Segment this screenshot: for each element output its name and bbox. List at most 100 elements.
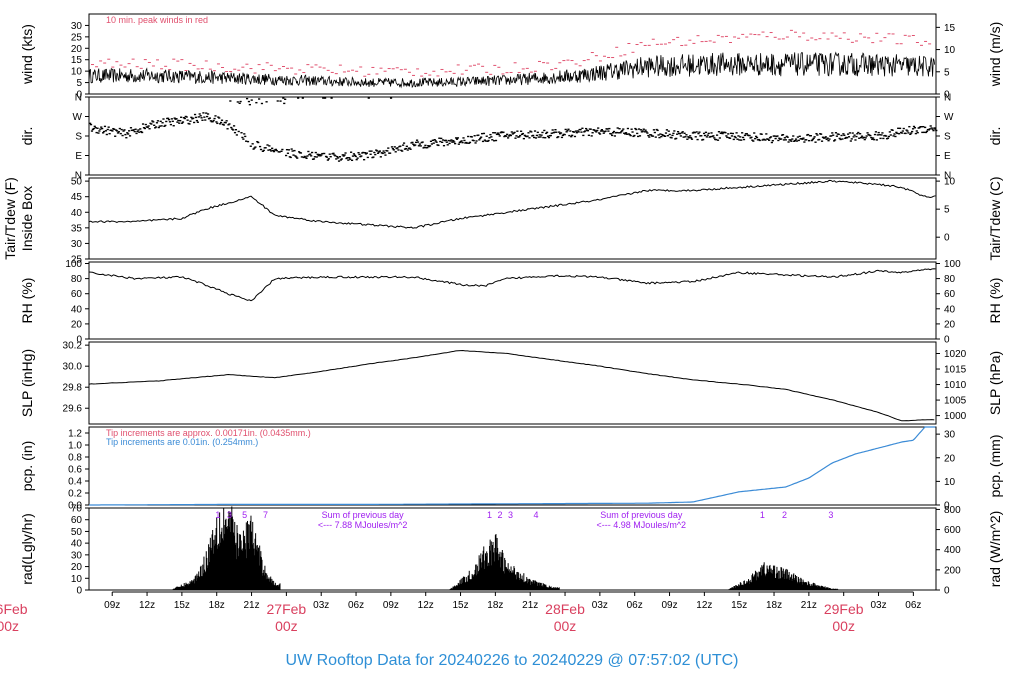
direction-point (801, 138, 804, 140)
direction-point (712, 135, 715, 137)
direction-point (825, 138, 828, 141)
direction-point (812, 137, 815, 140)
direction-point (158, 125, 161, 127)
direction-point (698, 131, 701, 133)
x-day-time: 00z (832, 618, 855, 634)
direction-point (731, 132, 734, 135)
y-axis-title: RH (%) (19, 278, 35, 324)
direction-point (905, 129, 908, 131)
right-tick-label: 5 (944, 67, 950, 78)
peak-wind-marks (90, 29, 932, 77)
direction-point (780, 138, 783, 140)
direction-point (382, 150, 385, 152)
direction-point (835, 135, 838, 137)
direction-point (852, 136, 855, 138)
direction-point (339, 159, 342, 161)
direction-point (679, 135, 682, 137)
direction-point (629, 134, 632, 137)
direction-point (807, 139, 811, 142)
direction-point (703, 134, 707, 137)
direction-point (566, 129, 569, 132)
direction-point (186, 119, 189, 121)
direction-point (103, 125, 107, 128)
direction-point (751, 139, 754, 141)
direction-point (453, 141, 456, 143)
direction-point (136, 130, 139, 133)
direction-point (95, 131, 98, 134)
tip-marker: 2 (498, 510, 503, 520)
direction-point (589, 128, 592, 130)
direction-point (315, 156, 318, 158)
direction-point (295, 156, 298, 158)
direction-point (721, 132, 724, 135)
direction-point (242, 138, 245, 140)
direction-point (675, 137, 678, 140)
direction-point (240, 132, 243, 134)
direction-point (257, 141, 260, 144)
direction-point (117, 131, 120, 133)
left-tick-label: 40 (71, 304, 83, 315)
direction-point (564, 128, 567, 131)
right-tick-label: 10 (944, 45, 956, 56)
direction-point (726, 136, 729, 139)
direction-point (544, 137, 547, 139)
tip-marker: 5 (242, 510, 247, 520)
direction-point (921, 131, 924, 134)
direction-point (923, 131, 926, 134)
direction-point (290, 148, 293, 150)
direction-point (217, 116, 220, 118)
left-tick-label: 45 (71, 192, 83, 203)
direction-point (850, 138, 853, 140)
direction-point (161, 122, 164, 124)
direction-point (507, 135, 511, 137)
direction-point (547, 136, 551, 139)
direction-point (232, 129, 235, 131)
direction-point (216, 122, 219, 125)
x-day-time: 00z (275, 618, 298, 634)
direction-point (426, 146, 429, 149)
left-tick-label: 5 (76, 78, 82, 89)
direction-point (284, 154, 288, 157)
direction-point (230, 126, 233, 129)
x-tick-label: 21z (522, 600, 538, 611)
direction-point (855, 135, 858, 138)
direction-point (901, 130, 904, 132)
left-tick-label: 0.0 (68, 501, 82, 512)
direction-point (915, 130, 918, 132)
right-tick-label: 10 (944, 177, 956, 188)
direction-point (195, 119, 199, 122)
direction-point (466, 142, 469, 144)
left-tick-label: 15 (71, 55, 83, 66)
direction-point (379, 156, 382, 158)
direction-point (113, 128, 116, 131)
direction-point (312, 158, 316, 160)
direction-point (102, 130, 106, 133)
direction-point (377, 151, 381, 153)
direction-point (785, 135, 788, 138)
direction-point (372, 156, 375, 158)
direction-point (911, 130, 914, 133)
direction-point (365, 152, 368, 154)
left-tick-label: 35 (71, 223, 83, 234)
direction-point (532, 134, 535, 137)
x-tick-label: 15z (174, 600, 190, 611)
x-tick-label: 12z (696, 600, 712, 611)
direction-point (859, 136, 863, 139)
direction-point (473, 135, 476, 137)
direction-point (727, 133, 730, 135)
direction-point (858, 137, 861, 139)
direction-point (245, 140, 248, 142)
direction-point (393, 146, 396, 148)
direction-point (872, 138, 876, 141)
direction-point (180, 122, 184, 124)
direction-point (252, 148, 255, 150)
y-axis-title-right: Tair/Tdew (C) (987, 176, 1003, 260)
direction-point (910, 132, 913, 134)
x-tick-label: 09z (104, 600, 120, 611)
direction-point (402, 142, 406, 144)
direction-point (271, 149, 275, 152)
right-tick-label: 1010 (944, 380, 967, 391)
radiation-sum-label: Sum of previous day (322, 510, 405, 520)
direction-point (533, 130, 537, 132)
